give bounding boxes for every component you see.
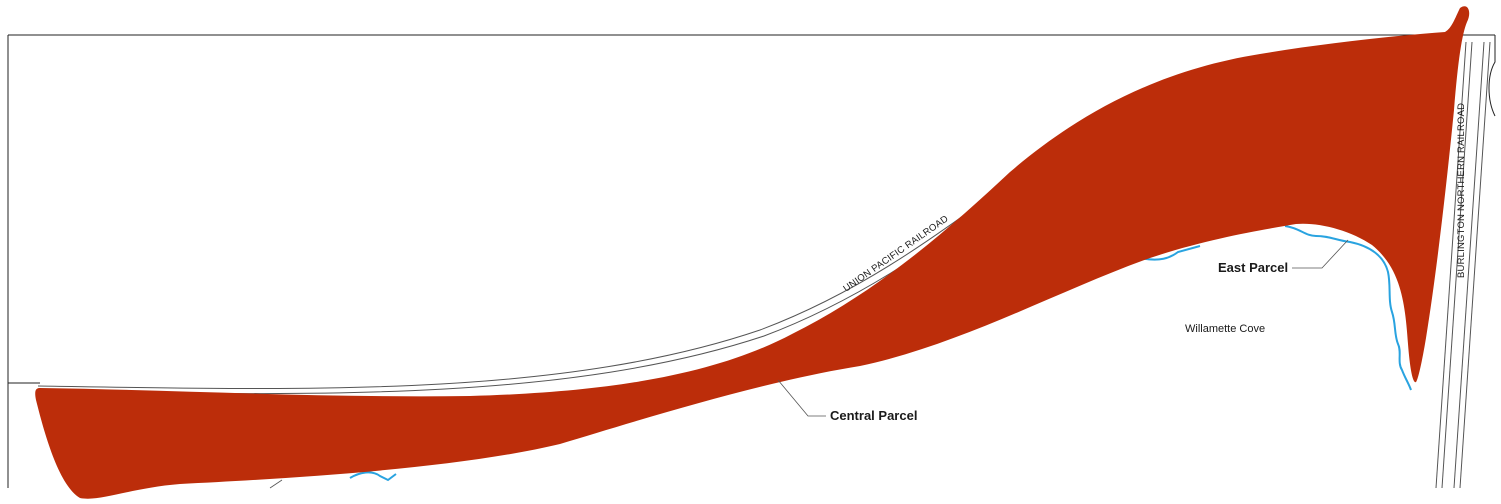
bn-rail-line-4 — [1459, 41, 1491, 489]
central-parcel-leader — [777, 379, 826, 417]
map-frame — [7, 34, 1496, 488]
burlington-northern-railroad-label: BURLINGTON NORTHERN RAILROAD — [1456, 103, 1467, 278]
willamette-cove-label: Willamette Cove — [1185, 323, 1265, 335]
bn-rail-line-1 — [1435, 41, 1467, 489]
shoreline-east — [1139, 225, 1412, 391]
east-parcel-leader — [1292, 239, 1349, 269]
frame-right-curve — [1488, 35, 1496, 117]
shore-leader — [269, 479, 283, 489]
burlington-northern-railroad-lines — [1435, 41, 1491, 489]
central-parcel-label: Central Parcel — [830, 408, 917, 423]
bn-rail-line-3 — [1453, 41, 1485, 489]
label-leader-lines — [269, 239, 1349, 489]
cleanup-parcel-area — [35, 6, 1470, 499]
shoreline-west — [349, 471, 397, 482]
bn-rail-line-2 — [1441, 41, 1473, 489]
east-parcel-label: East Parcel — [1218, 260, 1288, 275]
